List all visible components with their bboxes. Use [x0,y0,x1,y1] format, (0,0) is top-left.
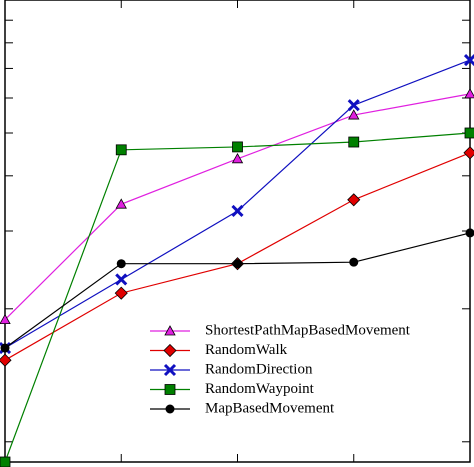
marker [163,343,177,358]
marker [464,127,474,139]
marker [347,193,361,207]
marker [464,88,474,99]
marker [349,257,359,267]
marker [116,259,126,269]
series-line [4,59,471,349]
marker [114,286,128,300]
marker [163,363,177,377]
marker [465,228,474,238]
marker [463,54,474,67]
marker [463,146,474,160]
marker [164,384,176,395]
legend-label: RandomWalk [205,342,288,358]
marker [231,204,244,218]
marker [0,456,11,467]
series-line [4,93,471,321]
marker [165,404,175,414]
marker [232,141,243,153]
marker [115,144,127,156]
marker [0,353,12,367]
marker [347,99,360,112]
marker [231,153,244,164]
marker [0,313,11,325]
marker [115,198,127,209]
marker [348,109,360,120]
legend-label: RandomWaypoint [205,381,315,397]
marker [0,343,10,353]
legend-label: MapBasedMovement [205,400,335,416]
marker [233,259,242,269]
marker [348,136,360,148]
marker [115,273,128,286]
legend-label: RandomDirection [205,361,313,377]
legend-label: ShortestPathMapBasedMovement [205,322,411,338]
marker [164,325,176,336]
